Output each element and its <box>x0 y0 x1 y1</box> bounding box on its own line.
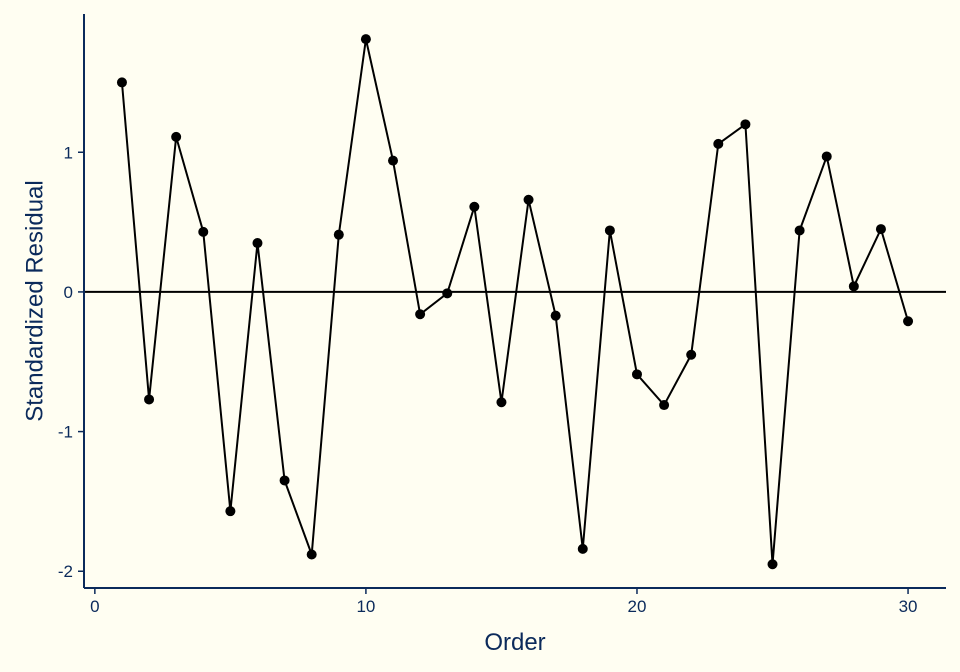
residual-point <box>659 400 670 411</box>
residual-point <box>360 34 371 45</box>
residual-point <box>875 224 886 235</box>
x-tick-label: 10 <box>356 597 375 616</box>
x-tick-label: 30 <box>899 597 918 616</box>
residual-point <box>442 288 453 299</box>
residual-point <box>713 138 724 149</box>
residual-point <box>496 397 507 408</box>
y-tick-label: 1 <box>64 143 73 162</box>
residual-point <box>333 229 344 240</box>
x-tick-label: 20 <box>628 597 647 616</box>
x-tick-label: 0 <box>90 597 99 616</box>
residual-point <box>116 77 127 88</box>
residual-point <box>794 225 805 236</box>
residual-point <box>577 543 588 554</box>
residual-point <box>144 394 155 405</box>
residual-point <box>388 155 399 166</box>
residual-point <box>523 194 534 205</box>
x-axis-ticks: 0 10 20 30 <box>90 588 918 616</box>
residual-point <box>903 316 914 327</box>
residual-point <box>550 310 561 321</box>
residual-point <box>252 238 263 249</box>
residual-point <box>821 151 832 162</box>
residual-point <box>604 225 615 236</box>
residual-point <box>686 349 697 360</box>
residual-point <box>306 549 317 560</box>
y-axis-ticks: 1 0 -1 -2 <box>58 143 84 581</box>
residual-point <box>198 226 209 237</box>
residual-point <box>848 281 859 292</box>
y-axis-title: Standardized Residual <box>21 180 48 422</box>
residual-series-line <box>120 38 910 565</box>
plot-area <box>84 34 946 570</box>
residual-point <box>631 369 642 380</box>
residual-point <box>225 506 236 517</box>
residual-point <box>469 201 480 212</box>
residual-point <box>171 131 182 142</box>
residual-point <box>740 119 751 130</box>
residual-point <box>415 309 426 320</box>
residual-point <box>279 475 290 486</box>
y-tick-label: 0 <box>64 283 73 302</box>
x-axis-title: Order <box>484 629 545 656</box>
y-tick-label: -2 <box>58 562 73 581</box>
residual-point <box>767 559 778 570</box>
y-tick-label: -1 <box>58 423 73 442</box>
